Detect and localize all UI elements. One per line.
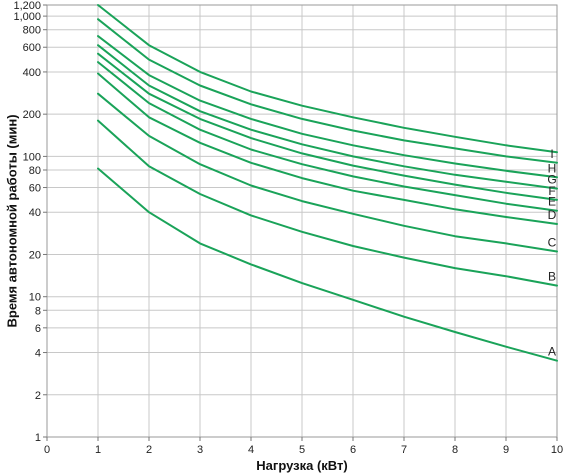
x-tick-label: 7 (401, 444, 407, 456)
x-tick-label: 6 (350, 444, 356, 456)
y-tick-label: 80 (29, 165, 41, 177)
series-line-g (97, 44, 558, 190)
y-tick-label: 1,200 (13, 0, 41, 12)
series-line-f (97, 52, 558, 201)
series-line-d (97, 72, 558, 225)
x-tick-label: 0 (44, 444, 50, 456)
series-label-c: C (548, 235, 557, 249)
x-tick-label: 4 (248, 444, 254, 456)
x-tick-label: 1 (95, 444, 101, 456)
x-axis-ticks: 0 1 2 3 4 5 6 7 8 9 10 (44, 437, 563, 456)
y-tick-label: 800 (23, 25, 41, 37)
x-tick-label: 10 (551, 444, 563, 456)
y-tick-label: 8 (35, 305, 41, 317)
series-line-a (97, 167, 558, 362)
series-line-c (97, 92, 558, 253)
y-tick-label: 100 (23, 151, 41, 163)
y-tick-label: 20 (29, 249, 41, 261)
series-label-g: G (547, 173, 556, 187)
series-line-e (97, 61, 558, 212)
x-tick-label: 2 (146, 444, 152, 456)
series-line-h (97, 35, 558, 179)
y-tick-label: 40 (29, 207, 41, 219)
x-tick-label: 8 (452, 444, 458, 456)
series-line-top (97, 4, 558, 154)
x-tick-label: 3 (197, 444, 203, 456)
y-axis-title: Время автономной работы (мин) (4, 114, 19, 327)
y-tick-label: 60 (29, 183, 41, 195)
y-tick-label: 1 (35, 432, 41, 444)
y-tick-label: 600 (23, 42, 41, 54)
series-label-h: H (548, 161, 557, 175)
y-tick-label: 4 (35, 348, 41, 360)
x-tick-label: 9 (503, 444, 509, 456)
y-tick-label: 6 (35, 323, 41, 335)
grid (46, 4, 558, 438)
series-lines (97, 4, 558, 362)
series-label-d: D (548, 208, 557, 222)
y-tick-label: 1,000 (13, 11, 41, 23)
y-tick-label: 10 (29, 292, 41, 304)
x-axis-title: Нагрузка (кВт) (256, 458, 347, 473)
series-line-b (97, 119, 558, 287)
series-label-e: E (548, 195, 556, 209)
y-tick-label: 200 (23, 109, 41, 121)
series-label-a: A (548, 345, 556, 359)
series-line-i (97, 18, 558, 164)
x-tick-label: 5 (299, 444, 305, 456)
y-tick-label: 2 (35, 390, 41, 402)
series-label-b: B (548, 270, 556, 284)
series-label-i: I (550, 147, 553, 161)
series-label-f: F (548, 184, 555, 198)
y-tick-label: 400 (23, 67, 41, 79)
